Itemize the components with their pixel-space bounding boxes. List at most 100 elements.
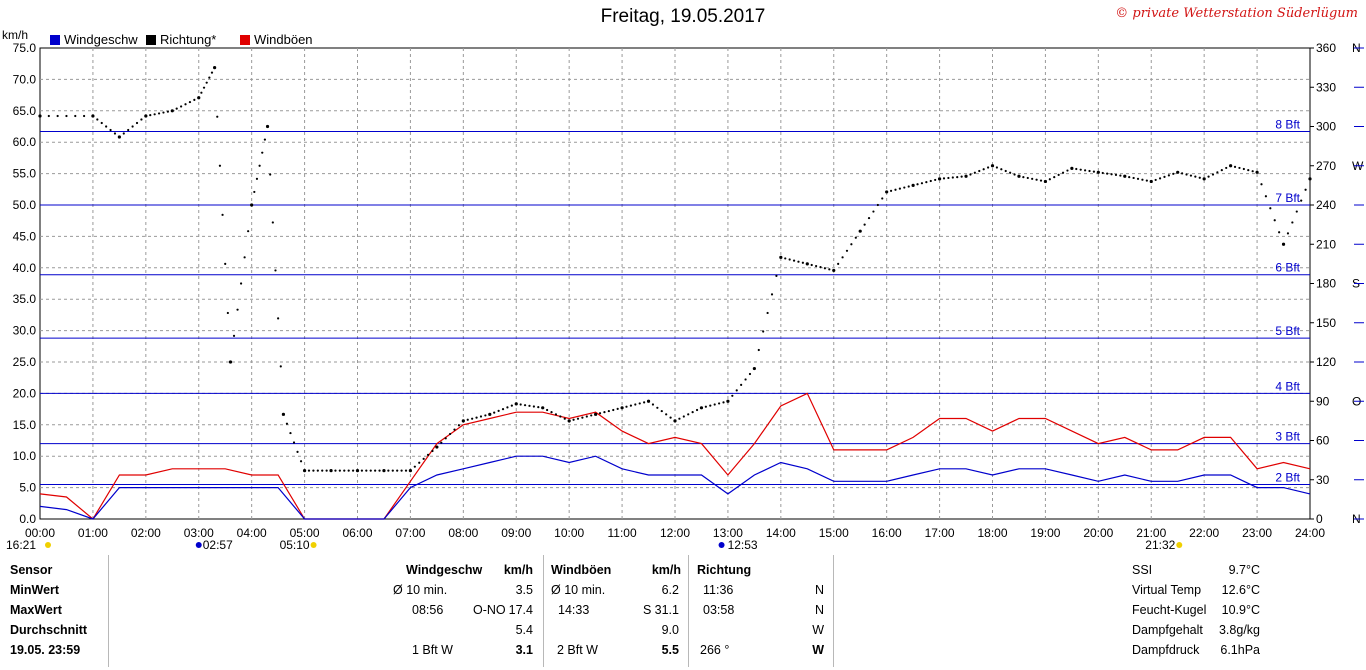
direction-point bbox=[713, 403, 716, 406]
chart-title: Freitag, 19.05.2017 bbox=[600, 6, 766, 27]
windboeen-max-dir: S bbox=[643, 603, 652, 617]
direction-point bbox=[854, 236, 857, 239]
direction-point bbox=[528, 404, 531, 407]
y2-tick-label: 210 bbox=[1316, 237, 1336, 251]
x-tick-label: 13:00 bbox=[713, 526, 743, 540]
direction-point bbox=[956, 175, 959, 179]
direction-point bbox=[205, 81, 208, 84]
direction-point bbox=[1035, 178, 1038, 181]
direction-point bbox=[302, 468, 307, 473]
direction-point bbox=[1233, 165, 1237, 168]
direction-point bbox=[213, 66, 217, 70]
direction-point bbox=[296, 450, 299, 453]
direction-point bbox=[243, 256, 246, 259]
direction-point bbox=[559, 415, 562, 418]
windboeen-unit: km/h bbox=[651, 563, 681, 577]
direction-point bbox=[682, 415, 685, 418]
direction-point bbox=[170, 109, 174, 113]
direction-point bbox=[321, 469, 324, 472]
direction-point bbox=[1114, 173, 1118, 177]
extra-values-column: SSI 9.7°C Virtual Temp 12.6°C Feucht-Kug… bbox=[1130, 553, 1260, 667]
bft-label: 6 Bft bbox=[1275, 261, 1300, 275]
direction-point bbox=[1238, 166, 1241, 170]
direction-point bbox=[457, 424, 461, 427]
direction-point bbox=[810, 263, 813, 267]
direction-point bbox=[1220, 169, 1223, 172]
richtung-column: Richtung 11:36 N 03:58 N W 266 ° W bbox=[694, 553, 830, 667]
direction-point bbox=[216, 115, 219, 118]
direction-point bbox=[382, 468, 386, 473]
direction-point bbox=[929, 179, 932, 183]
x-tick-label: 05:00 bbox=[290, 526, 320, 540]
direction-point bbox=[867, 216, 871, 220]
copyright-note: © private Wetterstation Süderlügum bbox=[1115, 6, 1358, 21]
direction-point bbox=[422, 457, 425, 460]
direction-point bbox=[523, 404, 527, 407]
direction-point bbox=[986, 166, 990, 169]
windgeschw-min-label: Ø 10 min. bbox=[393, 583, 448, 597]
direction-point bbox=[532, 405, 535, 408]
legend-label: Windgeschw bbox=[64, 32, 138, 47]
direction-point bbox=[1009, 171, 1012, 174]
direction-point bbox=[255, 177, 259, 180]
direction-point bbox=[541, 406, 545, 410]
windgeschw-max-value: 17.4 bbox=[508, 603, 533, 617]
direction-point bbox=[127, 128, 130, 132]
direction-point bbox=[646, 399, 651, 403]
ssi-value: 9.7°C bbox=[1228, 563, 1260, 577]
direction-point bbox=[837, 262, 840, 265]
windboeen-current-bft: 2 Bft W bbox=[557, 643, 598, 657]
direction-point bbox=[1084, 169, 1087, 172]
y2-tick-label: 0 bbox=[1316, 512, 1323, 526]
x-tick-label: 08:00 bbox=[448, 526, 478, 540]
series-line-windgeschw bbox=[39, 455, 1311, 520]
y-tick-label: 45.0 bbox=[13, 229, 37, 243]
direction-point bbox=[149, 114, 152, 117]
direction-point bbox=[1181, 172, 1184, 175]
y2-tick-label: 60 bbox=[1316, 434, 1330, 448]
y2-tick-label: 360 bbox=[1316, 41, 1336, 55]
direction-point bbox=[105, 125, 108, 128]
direction-point bbox=[951, 176, 954, 179]
y-tick-label: 50.0 bbox=[13, 198, 37, 212]
direction-point bbox=[312, 469, 315, 472]
direction-point bbox=[307, 469, 311, 472]
direction-point bbox=[471, 417, 474, 420]
direction-point bbox=[475, 416, 478, 419]
direction-point bbox=[598, 412, 602, 415]
direction-point bbox=[1255, 170, 1259, 174]
direction-point bbox=[418, 461, 421, 464]
direction-point bbox=[292, 441, 296, 444]
y-tick-label: 10.0 bbox=[13, 449, 37, 463]
direction-point bbox=[752, 366, 756, 371]
direction-point bbox=[1172, 172, 1175, 175]
direction-point bbox=[832, 268, 836, 273]
x-tick-label: 18:00 bbox=[977, 526, 1007, 540]
feucht-kugel-value: 10.9°C bbox=[1221, 603, 1260, 617]
direction-point bbox=[740, 383, 743, 386]
direction-point bbox=[845, 249, 849, 252]
virtual-temp-label: Virtual Temp bbox=[1132, 583, 1202, 597]
direction-point bbox=[858, 229, 862, 233]
windgeschw-unit: km/h bbox=[503, 563, 533, 577]
direction-point bbox=[576, 417, 580, 420]
direction-point bbox=[1000, 168, 1003, 171]
direction-point bbox=[687, 413, 690, 416]
direction-point bbox=[982, 168, 985, 171]
y2-tick-label: 240 bbox=[1316, 198, 1336, 212]
direction-point bbox=[819, 266, 822, 269]
direction-point bbox=[369, 469, 372, 472]
direction-point bbox=[612, 408, 615, 412]
direction-point bbox=[1123, 174, 1127, 178]
ssi-label: SSI bbox=[1132, 563, 1153, 577]
x-tick-label: 15:00 bbox=[819, 526, 849, 540]
x-tick-label: 04:00 bbox=[237, 526, 267, 540]
direction-point bbox=[620, 406, 624, 410]
direction-point bbox=[876, 203, 879, 207]
direction-point bbox=[872, 210, 875, 213]
direction-point bbox=[660, 409, 663, 413]
x-tick-label: 01:00 bbox=[78, 526, 108, 540]
windgeschw-max-dir: O-NO bbox=[473, 603, 506, 617]
direction-point bbox=[162, 111, 165, 114]
direction-point bbox=[281, 412, 286, 416]
